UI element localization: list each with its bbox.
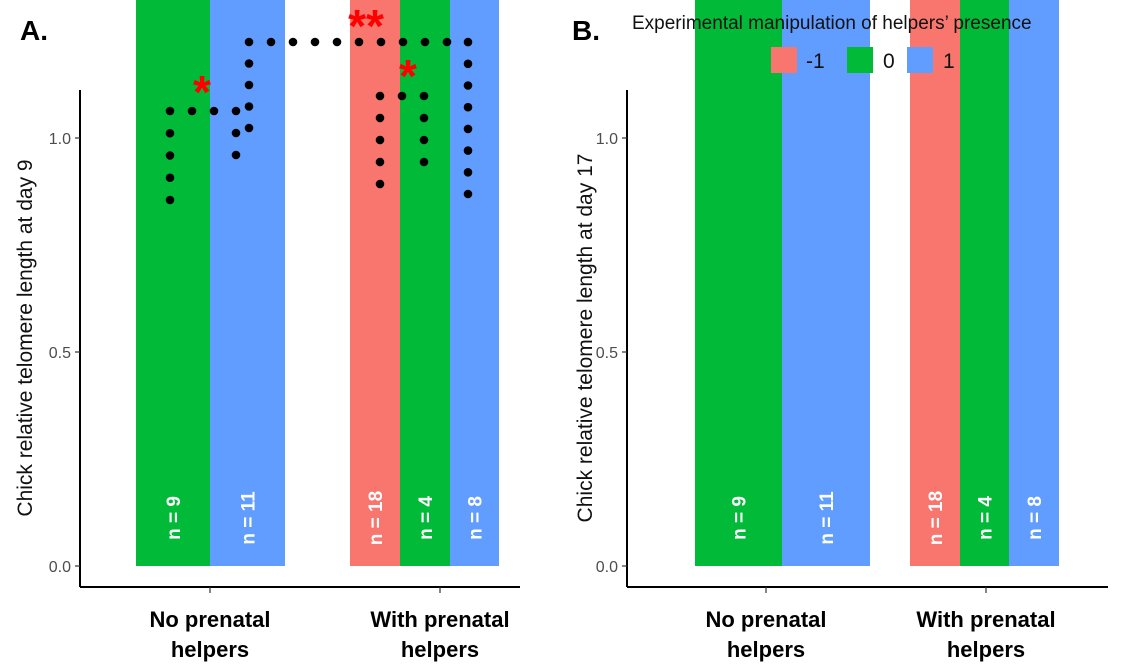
- category-label-a-1: With prenatal helpers: [370, 607, 509, 662]
- y-axis-label-a: Chick relative telomere length at day 9: [14, 159, 37, 516]
- bar-b-0: [695, 0, 782, 567]
- y-tick-label-b-2: 1.0: [596, 131, 618, 148]
- n-label-a-0: n = 9: [164, 496, 185, 540]
- legend-swatch-0: [847, 47, 873, 73]
- y-tick-label-a-2: 1.0: [49, 131, 71, 148]
- bar-b-2: [910, 0, 960, 566]
- n-label-b-4: n = 8: [1025, 496, 1046, 540]
- n-label-a-4: n = 8: [466, 496, 487, 540]
- bar-b-1: [782, 0, 870, 567]
- n-label-b-0: n = 9: [730, 496, 751, 540]
- panel-b-letter: B.: [572, 15, 600, 46]
- bar-a-4: [450, 0, 499, 567]
- significance-star-2: **: [348, 0, 384, 52]
- category-label-b-1: With prenatal helpers: [916, 607, 1055, 662]
- legend-label-0: 0: [883, 50, 895, 73]
- category-label-a-0: No prenatal helpers: [149, 607, 270, 662]
- panel-a-plot: n = 9n = 11n = 18n = 4n = 80.00.51.01.52…: [14, 0, 520, 662]
- significance-brackets: [165, 37, 473, 205]
- n-label-b-3: n = 4: [976, 496, 997, 540]
- legend-swatch-minus1: [771, 47, 797, 73]
- y-axis-label-b: Chick relative telomere length at day 17: [574, 154, 597, 523]
- y-tick-label-a-1: 0.5: [49, 345, 71, 362]
- panel-a-letter: A.: [20, 15, 48, 46]
- n-label-a-1: n = 11: [239, 491, 260, 545]
- bar-b-4: [1009, 0, 1059, 566]
- panel-b: B. n = 9 n = 11 n = 18 n = 4 n = 8 0.0 0.5 1.0 1…: [572, 0, 1108, 662]
- n-label-a-2: n = 18: [366, 491, 387, 545]
- y-tick-label-a-0: 0.0: [49, 559, 71, 576]
- n-label-b-1: n = 11: [817, 491, 838, 545]
- legend-swatch-1: [907, 47, 933, 73]
- bar-a-2: [350, 0, 400, 566]
- panel-b-plot: n = 9n = 11n = 18n = 4n = 80.00.51.01.52…: [574, 0, 1108, 662]
- bar-b-3: [960, 0, 1009, 566]
- n-label-b-2: n = 18: [926, 491, 947, 545]
- panel-a: A. n = 9n = 11n = 18n = 4n = 80.00.51.01…: [14, 0, 520, 662]
- bar-a-0: [136, 0, 210, 567]
- legend-label-1: 1: [943, 50, 955, 73]
- bar-a-1: [210, 0, 285, 566]
- legend: Experimental manipulation of helpers’ pr…: [632, 13, 1032, 73]
- y-tick-label-b-1: 0.5: [596, 345, 618, 362]
- significance-star-1: *: [399, 50, 417, 102]
- category-label-b-0: No prenatal helpers: [705, 607, 826, 662]
- n-label-a-3: n = 4: [416, 496, 437, 540]
- significance-star-0: *: [193, 66, 211, 118]
- y-tick-label-b-0: 0.0: [596, 559, 618, 576]
- legend-title: Experimental manipulation of helpers’ pr…: [632, 13, 1032, 34]
- legend-label-minus1: -1: [806, 50, 825, 73]
